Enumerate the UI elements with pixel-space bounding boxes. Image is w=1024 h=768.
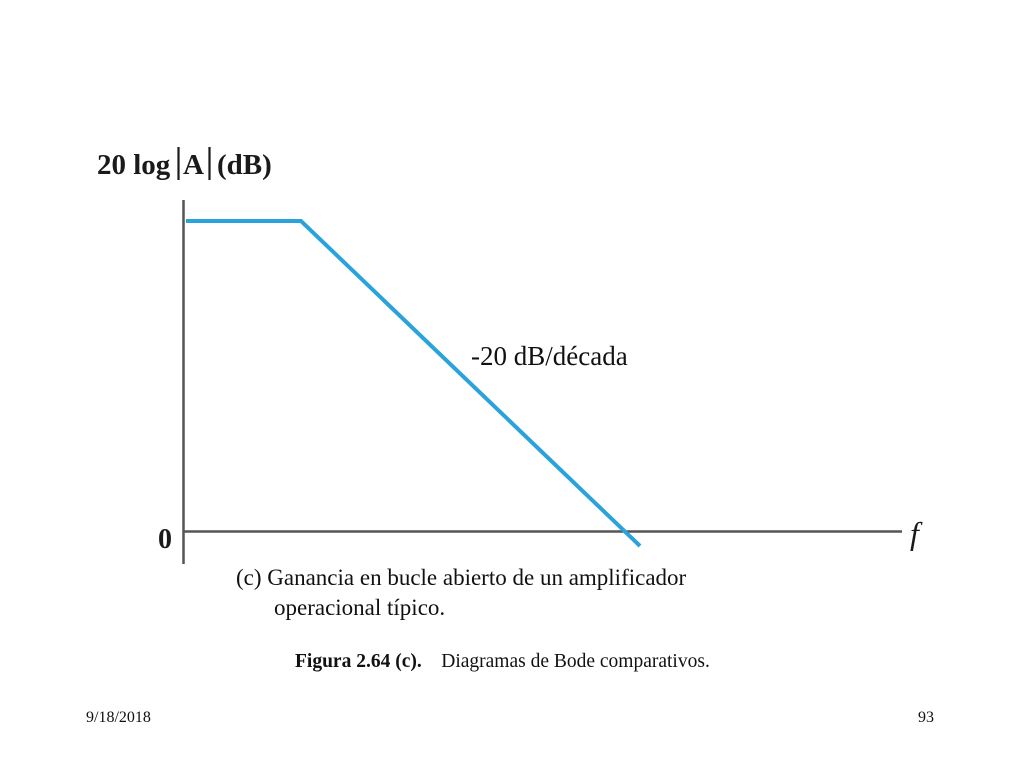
y-axis-label-unit: (dB)	[217, 149, 272, 181]
caption-line-1: (c) Ganancia en bucle abierto de un ampl…	[236, 565, 687, 590]
figure-title: Diagramas de Bode comparativos.	[441, 651, 710, 672]
footer-date: 9/18/2018	[86, 709, 151, 726]
figure-number: Figura 2.64 (c).	[295, 651, 422, 672]
caption-line-2: operacional típico.	[274, 595, 446, 620]
magnitude-curve	[186, 219, 642, 548]
x-axis-label: f	[910, 515, 923, 551]
y-axis-label-prefix: 20 log	[97, 149, 171, 181]
slope-label: -20 dB/década	[471, 341, 628, 371]
diagram-caption: (c) Ganancia en bucle abierto de un ampl…	[236, 563, 686, 623]
page-number: 93	[918, 709, 934, 726]
y-axis-label-variable: A	[183, 149, 204, 181]
figure-caption: Figura 2.64 (c). Diagramas de Bode compa…	[295, 651, 710, 673]
zero-label: 0	[158, 524, 172, 555]
figure-spacer	[427, 651, 437, 672]
y-axis-label: 20 log	[97, 149, 171, 181]
